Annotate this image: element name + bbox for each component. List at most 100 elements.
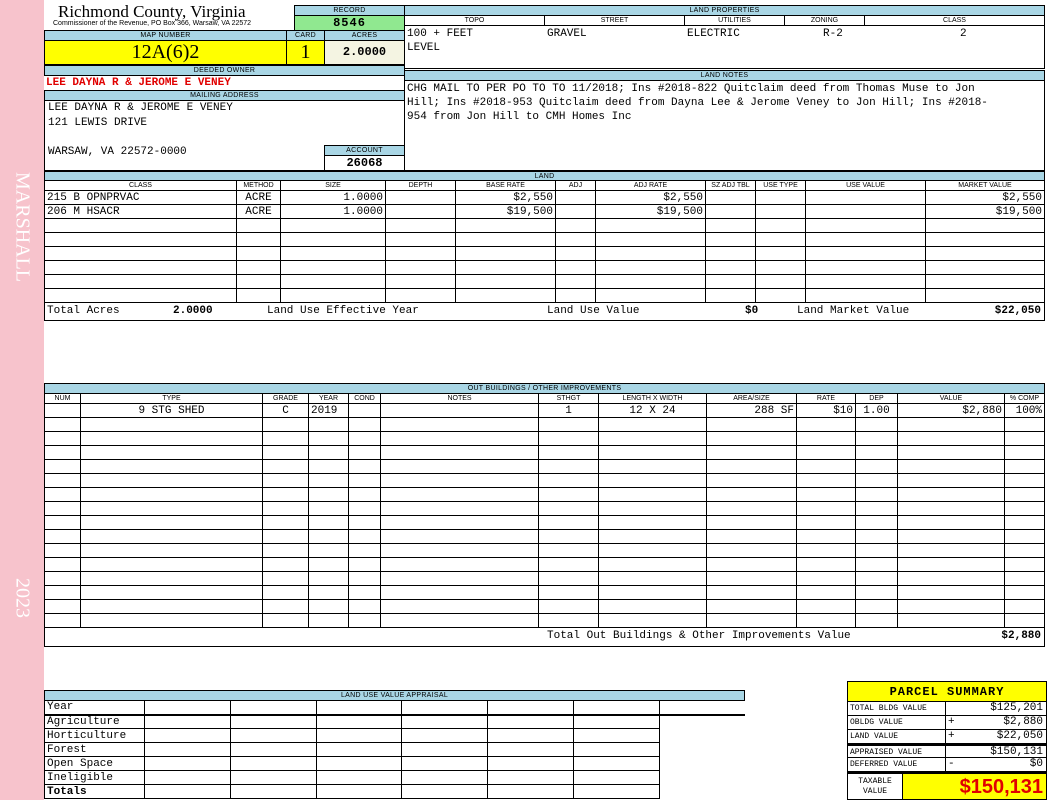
outbuilding-cell	[380, 417, 539, 432]
outbuilding-cell	[897, 529, 1005, 544]
land-use-value-label: Land Use Value	[547, 305, 640, 317]
outbuilding-cell	[706, 487, 797, 502]
luva-row-label: Open Space	[44, 756, 145, 771]
outbuilding-cell	[855, 431, 898, 446]
land-cell	[805, 232, 926, 247]
luva-cell	[572, 714, 660, 729]
outbuilding-header-sthgt: STHGT	[538, 393, 599, 404]
outbuilding-row	[44, 557, 1045, 572]
outbuilding-cell	[380, 515, 539, 530]
outbuilding-cell	[598, 473, 707, 488]
topo-value-2: LEVEL	[407, 42, 441, 54]
outbuilding-cell	[1004, 529, 1045, 544]
luva-cell	[144, 700, 231, 715]
outbuilding-cell	[855, 445, 898, 460]
land-cell: $2,550	[925, 190, 1045, 205]
outbuilding-cell	[380, 487, 539, 502]
outbuilding-cell	[1004, 501, 1045, 516]
outbuilding-cell	[1004, 417, 1045, 432]
total-acres-value: 2.0000	[173, 305, 213, 317]
outbuilding-row	[44, 431, 1045, 446]
land-header-use-value: USE VALUE	[805, 180, 926, 191]
land-cell: ACRE	[236, 190, 281, 205]
outbuilding-row	[44, 515, 1045, 530]
luva-cell	[144, 770, 231, 785]
land-cell	[555, 246, 596, 261]
outbuilding-cell	[598, 571, 707, 586]
land-cell	[555, 288, 596, 303]
luva-row: Forest	[44, 742, 746, 757]
outbuilding-cell	[308, 487, 349, 502]
outbuilding-cell	[262, 613, 309, 628]
outbuilding-row	[44, 417, 1045, 432]
outbuilding-cell	[380, 529, 539, 544]
outbuilding-cell	[1004, 515, 1045, 530]
luva-cell	[315, 714, 403, 729]
land-row: 215 B OPNPRVAC ACRE 1.0000 $2,550 $2,550 $2,5…	[44, 190, 1045, 205]
outbuilding-cell	[80, 431, 263, 446]
luva-cell	[229, 756, 317, 771]
land-cell	[236, 288, 281, 303]
outbuilding-cell	[262, 473, 309, 488]
land-market-value: $22,050	[994, 305, 1041, 317]
luva-row: Totals	[44, 784, 746, 799]
outbuilding-cell	[897, 515, 1005, 530]
summary-value: $0	[1029, 758, 1043, 770]
outbuilding-cell	[44, 613, 81, 628]
land-notes-content: CHG MAIL TO PER PO TO TO 11/2018; Ins #2…	[407, 83, 988, 123]
luva-cell	[144, 714, 231, 729]
land-table: CLASS METHOD SIZE DEPTH BASE RATE ADJ ADJ RATE…	[44, 180, 1045, 303]
outbuilding-cell	[44, 557, 81, 572]
outbuilding-cell	[897, 599, 1005, 614]
outbuilding-cell	[348, 571, 381, 586]
land-market-value-label: Land Market Value	[797, 305, 910, 317]
outbuilding-cell	[855, 487, 898, 502]
luva-cell	[144, 756, 231, 771]
land-row	[44, 232, 1045, 247]
outbuilding-cell	[796, 445, 856, 460]
outbuilding-row	[44, 571, 1045, 586]
luva-cell	[229, 714, 317, 729]
outbuilding-row	[44, 459, 1045, 474]
luva-row-label: Horticulture	[44, 728, 145, 743]
outbuilding-cell	[706, 599, 797, 614]
luva-cell	[572, 728, 660, 743]
luva-cell	[144, 784, 231, 799]
land-cell	[595, 246, 706, 261]
land-cell	[280, 246, 386, 261]
outbuilding-cell	[380, 501, 539, 516]
outbuilding-cell	[80, 445, 263, 460]
outbuilding-row: 9 STG SHED C 2019 1 12 X 24 288 SF $10 1.00 $2,8…	[44, 403, 1045, 418]
land-cell	[925, 288, 1045, 303]
outbuilding-cell	[348, 599, 381, 614]
outbuilding-cell	[348, 515, 381, 530]
land-cell	[455, 232, 556, 247]
outbuilding-header-notes: NOTES	[380, 393, 539, 404]
outbuilding-cell: $10	[796, 403, 856, 418]
land-cell	[705, 260, 756, 275]
outbuilding-cell	[262, 431, 309, 446]
outbuilding-cell	[80, 599, 263, 614]
outbuilding-cell	[348, 473, 381, 488]
outbuilding-cell	[380, 613, 539, 628]
outbuilding-cell	[706, 501, 797, 516]
land-cell	[805, 246, 926, 261]
outbuilding-cell	[262, 585, 309, 600]
luva-cell	[315, 784, 403, 799]
land-cell	[236, 246, 281, 261]
luva-row: Agriculture	[44, 714, 745, 729]
outbuilding-cell	[855, 599, 898, 614]
summary-label: OBLDG VALUE	[848, 716, 946, 729]
outbuilding-cell	[897, 473, 1005, 488]
outbuilding-cell: 9 STG SHED	[80, 403, 263, 418]
land-cell	[44, 288, 237, 303]
outbuilding-cell	[897, 571, 1005, 586]
outbuilding-header--comp: % COMP	[1004, 393, 1045, 404]
luva-cell	[487, 770, 574, 785]
land-cell: $19,500	[455, 204, 556, 219]
summary-operator: +	[948, 716, 955, 728]
land-cell: ACRE	[236, 204, 281, 219]
outbuilding-cell	[897, 459, 1005, 474]
luva-row: Horticulture	[44, 728, 746, 743]
summary-label: DEFERRED VALUE	[848, 758, 946, 771]
